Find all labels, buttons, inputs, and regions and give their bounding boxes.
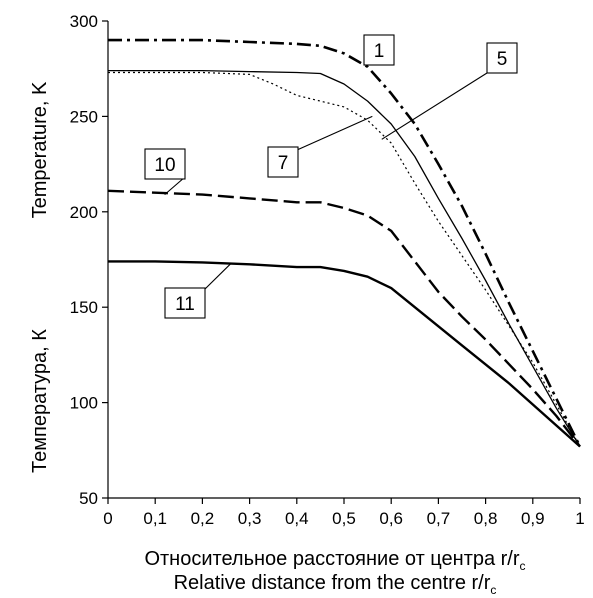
callout-leader-10 [164, 176, 186, 196]
y-tick-label: 250 [70, 107, 98, 126]
series-line-5 [108, 69, 581, 447]
x-axis-title-en-sub: c [490, 583, 496, 597]
callout-label-1: 1 [374, 41, 385, 62]
x-axis-title-ru: Относительное расстояние от центра r/rc [144, 548, 525, 573]
x-axis-title-en-main: Relative distance from the centre r/r [174, 572, 491, 594]
callout-box-1 [363, 34, 395, 66]
y-tick-label: 50 [79, 489, 98, 508]
x-tick-label: 1 [575, 509, 584, 528]
series-layer [107, 38, 582, 448]
x-tick-label: 0,2 [191, 509, 215, 528]
callout-label-7: 7 [278, 153, 289, 174]
series-line-1 [108, 38, 582, 448]
x-axis-title-ru-main: Относительное расстояние от центра r/r [144, 548, 519, 570]
series-line-11 [108, 260, 581, 448]
x-tick-label: 0,1 [143, 509, 167, 528]
y-tick-label: 100 [70, 394, 98, 413]
callout-label-5: 5 [497, 49, 508, 70]
callout-leader-11 [203, 263, 232, 291]
callout-box-10 [144, 148, 186, 180]
x-tick-label: 0,3 [238, 509, 262, 528]
x-axis-title-en: Relative distance from the centre r/rc [174, 572, 497, 597]
x-tick-label: 0,4 [285, 509, 309, 528]
x-tick-label: 0 [103, 509, 112, 528]
y-axis-title-en: Temperature, K [29, 81, 51, 218]
x-tick-label: 0,6 [379, 509, 403, 528]
y-axis-title-ru: Температура, К [29, 329, 51, 473]
x-tick-label: 0,5 [332, 509, 356, 528]
callout-box-7 [267, 146, 299, 178]
callout-leader-5 [381, 72, 488, 140]
x-axis-title-ru-sub: c [520, 559, 526, 573]
series-line-7 [108, 71, 581, 447]
callout-box-11 [164, 287, 206, 319]
y-tick-label: 200 [70, 203, 98, 222]
x-tick-label: 0,9 [521, 509, 545, 528]
callout-label-10: 10 [154, 155, 175, 176]
callout-leader-7 [296, 115, 373, 151]
x-tick-label: 0,8 [474, 509, 498, 528]
y-tick-label: 150 [70, 298, 98, 317]
series-line-10 [107, 189, 581, 448]
axes-group: 50 100 150 200 250 300 0 0,1 0,2 0,3 0,4 0,5 0,6 0,7 0… [70, 12, 585, 528]
y-tick-label: 300 [70, 12, 98, 31]
callout-box-5 [486, 42, 518, 74]
callout-layer: 1 5 7 10 11 [144, 34, 518, 319]
x-tick-label: 0,7 [427, 509, 451, 528]
callout-label-11: 11 [175, 294, 195, 315]
